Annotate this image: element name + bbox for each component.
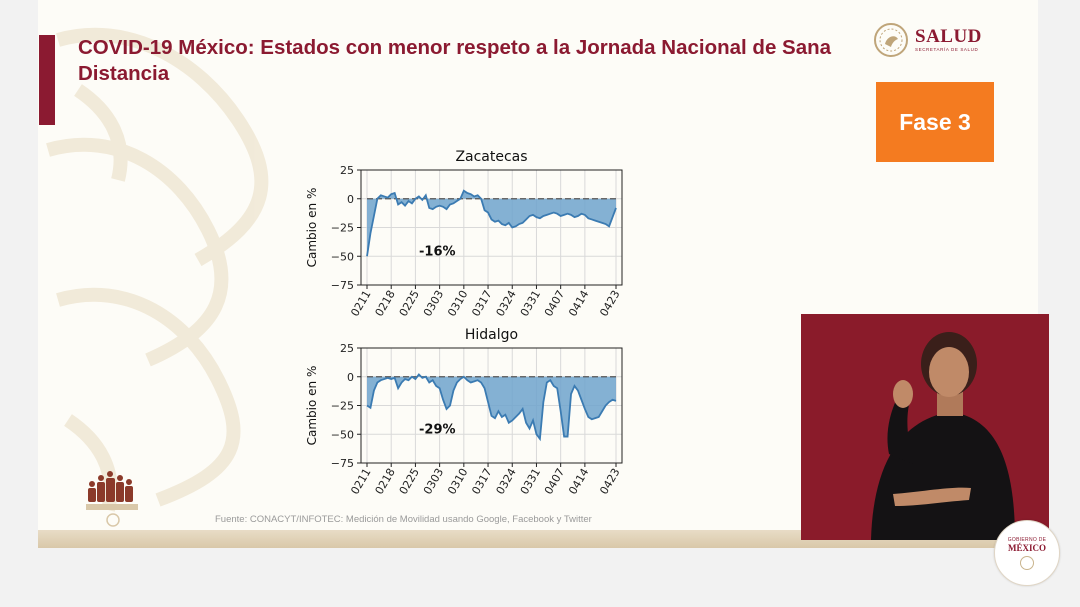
salud-logo: SALUD SECRETARÍA DE SALUD xyxy=(873,20,1003,60)
source-note: Fuente: CONACYT/INFOTEC: Medición de Mov… xyxy=(215,514,592,525)
y-tick-label: −50 xyxy=(331,428,354,441)
phase-badge: Fase 3 xyxy=(876,82,994,162)
x-tick-label: 0225 xyxy=(397,466,422,497)
x-tick-label: 0423 xyxy=(597,466,622,497)
y-tick-label: 0 xyxy=(347,371,354,384)
y-tick-label: 25 xyxy=(340,342,354,355)
x-tick-label: 0423 xyxy=(597,288,622,319)
y-tick-label: 25 xyxy=(340,164,354,177)
y-tick-label: −75 xyxy=(331,457,354,470)
x-tick-label: 0317 xyxy=(469,466,494,497)
title-accent-bar xyxy=(39,35,55,125)
background-pattern xyxy=(46,27,269,512)
eagle-seal-icon xyxy=(874,23,908,57)
x-tick-label: 0331 xyxy=(518,288,543,319)
x-tick-label: 0407 xyxy=(542,288,567,319)
x-tick-label: 0211 xyxy=(348,466,373,497)
x-tick-label: 0407 xyxy=(542,466,567,497)
interpreter-figure xyxy=(801,314,1049,540)
chart-title: Zacatecas xyxy=(455,149,527,165)
x-tick-label: 0218 xyxy=(373,466,398,497)
x-tick-label: 0414 xyxy=(566,466,591,497)
x-tick-label: 0317 xyxy=(469,288,494,319)
x-tick-label: 0331 xyxy=(518,466,543,497)
slide xyxy=(38,0,1038,548)
logo-name: SALUD xyxy=(915,26,982,47)
x-tick-label: 0303 xyxy=(421,288,446,319)
chart-hidalgo: Hidalgo250−25−50−75021102180225030303100… xyxy=(305,327,623,497)
x-tick-label: 0225 xyxy=(397,288,422,319)
y-axis-label: Cambio en % xyxy=(305,366,319,446)
x-tick-label: 0414 xyxy=(566,288,591,319)
y-tick-label: 0 xyxy=(347,193,354,206)
gobierno-mexico-seal: GOBIERNO DE MÉXICO xyxy=(994,520,1060,586)
seal-name: MÉXICO xyxy=(1008,542,1046,553)
x-tick-label: 0303 xyxy=(421,466,446,497)
historical-figures-logo-icon xyxy=(86,471,138,527)
seal-emblem-icon xyxy=(1020,555,1034,570)
series-area xyxy=(367,190,616,257)
slide-title: COVID-19 México: Estados con menor respe… xyxy=(78,36,832,85)
series-line xyxy=(366,373,617,442)
y-tick-label: −25 xyxy=(331,222,354,235)
x-tick-label: 0218 xyxy=(373,288,398,319)
plot-frame xyxy=(360,347,623,464)
y-axis-label: Cambio en % xyxy=(305,188,319,268)
chart-annotation: -29% xyxy=(419,423,456,438)
chart-annotation: -16% xyxy=(419,245,456,260)
y-tick-label: −25 xyxy=(331,400,354,413)
chart-title: Hidalgo xyxy=(465,327,518,343)
plot-frame xyxy=(360,169,623,286)
y-tick-label: −75 xyxy=(331,279,354,292)
bottom-strip xyxy=(38,530,1038,548)
chart-zacatecas: Zacatecas250−25−50−750211021802250303031… xyxy=(305,149,623,319)
x-tick-label: 0324 xyxy=(494,288,519,319)
series-line xyxy=(366,189,617,257)
series-area xyxy=(367,374,616,439)
x-tick-label: 0310 xyxy=(445,466,470,497)
x-tick-label: 0211 xyxy=(348,288,373,319)
x-tick-label: 0324 xyxy=(494,466,519,497)
y-tick-label: −50 xyxy=(331,250,354,263)
logo-subtitle: SECRETARÍA DE SALUD xyxy=(915,47,979,52)
seal-top-text: GOBIERNO DE xyxy=(1007,536,1047,543)
x-tick-label: 0310 xyxy=(445,288,470,319)
sign-language-interpreter xyxy=(801,314,1049,540)
